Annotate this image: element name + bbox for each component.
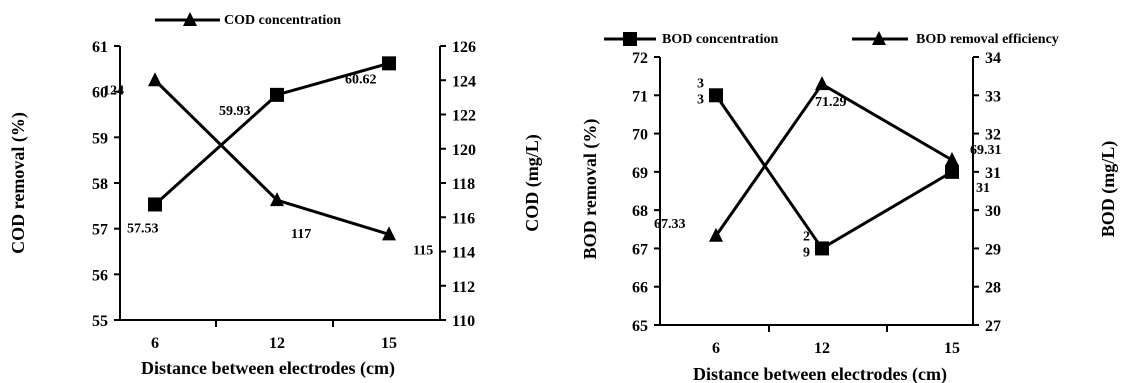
x-tick-label: 15 xyxy=(381,335,397,352)
data-point xyxy=(709,88,723,103)
y2-tick-label: 126 xyxy=(452,39,476,56)
series-2: 124 117 115 xyxy=(103,72,433,258)
y2-tick-label: 112 xyxy=(452,279,475,296)
x-tick-label: 6 xyxy=(712,340,720,357)
data-point xyxy=(382,226,396,241)
legend-label: BOD removal efficiency xyxy=(916,32,1059,47)
data-point xyxy=(148,197,162,212)
x-tick-label: 12 xyxy=(269,335,285,352)
y-tick-label: 65 xyxy=(632,318,648,335)
y-tick-label: 60 xyxy=(92,85,108,102)
y-tick-label: 72 xyxy=(632,50,648,67)
y2-tick-label: 33 xyxy=(985,88,1001,105)
y-axis-title: COD removal (%) xyxy=(8,112,29,254)
y2-tick-label: 116 xyxy=(452,210,475,227)
x-tick-label: 15 xyxy=(944,340,960,357)
y2-tick-label: 27 xyxy=(985,318,1001,335)
y-tick-label: 58 xyxy=(92,176,108,193)
data-point xyxy=(815,241,829,256)
data-label: 57.53 xyxy=(127,221,159,236)
y2-tick-label: 32 xyxy=(985,127,1001,144)
x-axis-title: Distance between electrodes (cm) xyxy=(693,364,947,383)
y-tick-label: 70 xyxy=(632,127,648,144)
legend-marker xyxy=(623,32,637,46)
y-tick-label: 59 xyxy=(92,130,108,147)
y2-tick-label: 34 xyxy=(985,50,1001,67)
y2-axis-title: COD (mg/L) xyxy=(522,134,543,232)
legend-entry: BOD concentration xyxy=(604,32,778,47)
y2-tick-label: 31 xyxy=(985,165,1001,182)
y2-tick-label: 29 xyxy=(985,241,1001,258)
y-tick-label: 69 xyxy=(632,165,648,182)
legend-marker xyxy=(183,12,197,26)
y2-tick-label: 120 xyxy=(452,142,476,159)
chart-2: 65 66 67 68 69 70 71 72 27 28 29 30 31 32 33 34 6 12 15 Dis… xyxy=(580,31,1119,383)
series-1: 57.53 59.93 60.62 xyxy=(127,56,396,236)
data-label: 59.93 xyxy=(219,104,251,119)
data-point xyxy=(945,151,959,166)
y-tick-label: 57 xyxy=(92,222,108,239)
data-point xyxy=(709,227,723,242)
series-2: 67.33 71.29 69.31 xyxy=(654,76,1002,242)
y2-tick-label: 110 xyxy=(452,313,475,330)
y2-tick-label: 28 xyxy=(985,280,1001,297)
data-label: 71.29 xyxy=(815,95,847,110)
y2-tick-label: 114 xyxy=(452,245,475,262)
data-label: 124 xyxy=(103,83,124,98)
data-point xyxy=(815,76,829,91)
data-point xyxy=(382,56,396,71)
data-label: 117 xyxy=(291,227,311,242)
y-tick-label: 67 xyxy=(632,241,648,258)
y-tick-label: 56 xyxy=(92,267,108,284)
series-line xyxy=(153,79,390,236)
legend-marker xyxy=(872,31,886,45)
data-point xyxy=(148,72,162,87)
legend-entry: BOD removal efficiency xyxy=(852,31,1059,47)
legend-entry: COD concentration xyxy=(155,12,341,28)
series-1: 3 3 2 9 31 xyxy=(697,76,990,260)
data-point xyxy=(270,87,284,102)
y-tick-label: 61 xyxy=(92,39,108,56)
data-label: 115 xyxy=(413,243,433,258)
chart-1: 5556575859606111011211411611812012212412… xyxy=(8,12,543,379)
y-tick-label: 55 xyxy=(92,313,108,330)
data-label: 60.62 xyxy=(345,72,377,87)
x-axis-title: Distance between electrodes (cm) xyxy=(141,358,395,379)
legend-label: COD concentration xyxy=(224,13,341,28)
y2-tick-label: 30 xyxy=(985,203,1001,220)
y2-tick-label: 124 xyxy=(452,73,476,90)
y-axis-title: BOD removal (%) xyxy=(580,119,601,260)
data-label: 69.31 xyxy=(970,143,1002,158)
x-tick-label: 6 xyxy=(151,335,159,352)
data-label: 31 xyxy=(976,181,990,196)
data-point xyxy=(270,192,284,207)
y-tick-label: 68 xyxy=(632,203,648,220)
y2-tick-label: 122 xyxy=(452,108,476,125)
series-line xyxy=(714,94,953,251)
x-tick-label: 12 xyxy=(814,340,830,357)
legend-label: BOD concentration xyxy=(662,32,778,47)
data-point xyxy=(945,164,959,179)
data-label: 67.33 xyxy=(654,217,686,232)
y2-axis-title: BOD (mg/L) xyxy=(1098,141,1119,238)
y-tick-label: 71 xyxy=(632,88,648,105)
y-tick-label: 66 xyxy=(632,280,648,297)
y2-tick-label: 118 xyxy=(452,176,475,193)
